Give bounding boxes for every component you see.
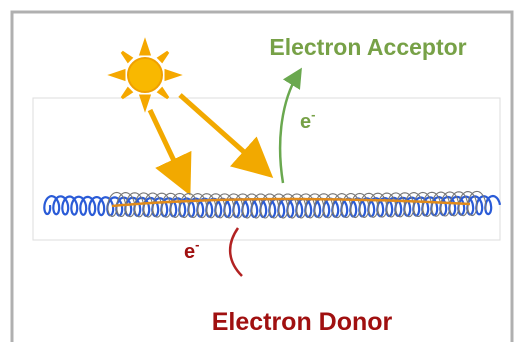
electron-charge: - xyxy=(195,237,199,252)
electron-charge: - xyxy=(311,107,315,122)
sun xyxy=(112,42,178,108)
electron-base: e xyxy=(184,241,195,263)
image-panel xyxy=(33,98,500,240)
diagram: Electron Acceptor e- e- Electron Donor xyxy=(0,0,522,342)
acceptor-label: Electron Acceptor xyxy=(269,34,466,60)
donor-electron: e- xyxy=(184,237,199,263)
electron-base: e xyxy=(300,111,311,133)
donor-label: Electron Donor xyxy=(212,308,393,336)
